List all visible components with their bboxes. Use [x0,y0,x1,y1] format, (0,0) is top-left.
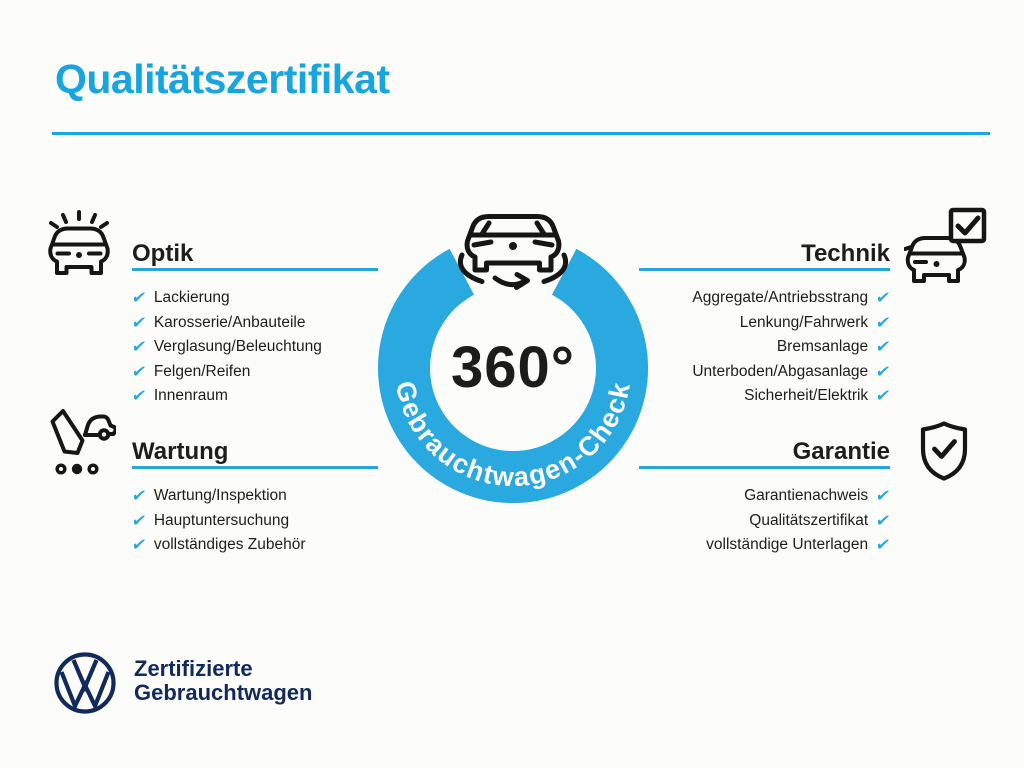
check-item: ✔ Hauptuntersuchung [130,509,305,534]
check-icon: ✔ [130,289,148,307]
check-icon: ✔ [874,487,892,505]
check-item: ✔ Innenraum [130,384,322,409]
car-360-rotation-icon [457,214,569,290]
check-item: Lenkung/Fahrwerk ✔ [590,311,892,336]
check-item: Sicherheit/Elektrik ✔ [590,384,892,409]
check-item-label: Sicherheit/Elektrik [744,387,869,405]
pencil-car-checklist-icon [50,409,116,475]
check-item-label: Garantienachweis [744,487,869,505]
garantie-checklist: Garantienachweis ✔ Qualitätszertifikat ✔ v… [590,484,892,558]
shield-check-icon [920,421,968,481]
footer-brand-line1: Zertifizierte [134,656,253,681]
check-icon: ✔ [130,313,148,332]
degree-label: 360° [451,335,575,400]
ring-arc [378,248,648,503]
check-item: ✔ Verglasung/Beleuchtung [130,335,322,360]
check-icon: ✔ [130,487,148,505]
check-icon: ✔ [130,511,148,530]
check-item-label: Lackierung [153,289,230,307]
center-360-badge: Gebrauchtwagen-Check 360° [378,214,648,503]
section-underline [639,268,890,271]
check-item: ✔ Wartung/Inspektion [130,484,305,509]
check-icon: ✔ [874,511,892,530]
check-item: vollständige Unterlagen ✔ [590,533,892,558]
wartung-checklist: ✔ Wartung/Inspektion ✔ Hauptuntersuchung ✔… [130,484,306,558]
check-item: Garantienachweis ✔ [590,484,892,509]
page-title: Qualitätszertifikat [55,56,390,102]
check-item-label: Innenraum [153,387,228,405]
title-divider [52,132,990,135]
check-icon: ✔ [874,338,892,356]
check-item-label: Unterboden/Abgasanlage [692,362,869,380]
check-icon: ✔ [130,338,148,356]
check-icon: ✔ [130,362,148,381]
section-title-garantie: Garantie [792,438,890,465]
check-item-label: Aggregate/Antriebsstrang [692,289,869,307]
section-title-wartung: Wartung [132,438,229,465]
check-icon: ✔ [874,289,892,307]
check-item-label: Wartung/Inspektion [153,487,287,505]
car-shine-icon [48,210,110,275]
check-icon: ✔ [130,387,148,405]
optik-checklist: ✔ Lackierung ✔ Karosserie/Anbauteile ✔ Verg… [130,286,322,409]
check-item: ✔ vollständiges Zubehör [130,533,306,558]
check-item: ✔ Felgen/Reifen [130,360,322,385]
section-underline [132,268,378,271]
check-item-label: Felgen/Reifen [153,362,251,380]
section-underline [639,466,890,469]
vw-logo [54,652,116,714]
check-item: Aggregate/Antriebsstrang ✔ [590,286,892,311]
check-item-label: Qualitätszertifikat [749,511,869,529]
section-title-technik: Technik [801,240,890,267]
check-item: ✔ Lackierung [130,286,322,311]
technik-checklist: Aggregate/Antriebsstrang ✔ Lenkung/Fahrwe… [590,286,892,409]
check-item: Unterboden/Abgasanlage ✔ [590,360,892,385]
footer-brand-text: Zertifizierte Gebrauchtwagen [134,657,312,705]
check-icon: ✔ [874,362,892,381]
check-item-label: Karosserie/Anbauteile [153,313,306,331]
check-icon: ✔ [874,536,892,554]
check-item-label: Hauptuntersuchung [153,511,290,529]
footer-brand-line2: Gebrauchtwagen [134,680,313,705]
check-item: Bremsanlage ✔ [590,335,892,360]
check-item: Qualitätszertifikat ✔ [590,509,892,534]
check-item-label: Bremsanlage [776,338,869,356]
check-item-label: Lenkung/Fahrwerk [739,313,869,331]
section-title-optik: Optik [132,240,194,267]
check-item-label: vollständiges Zubehör [153,536,306,554]
check-icon: ✔ [874,313,892,332]
check-item-label: Verglasung/Beleuchtung [153,338,322,356]
section-underline [132,466,378,469]
check-item: ✔ Karosserie/Anbauteile [130,311,322,336]
check-icon: ✔ [130,536,148,554]
check-icon: ✔ [874,387,892,405]
car-checkbox-icon [904,207,987,283]
check-item-label: vollständige Unterlagen [706,536,869,554]
